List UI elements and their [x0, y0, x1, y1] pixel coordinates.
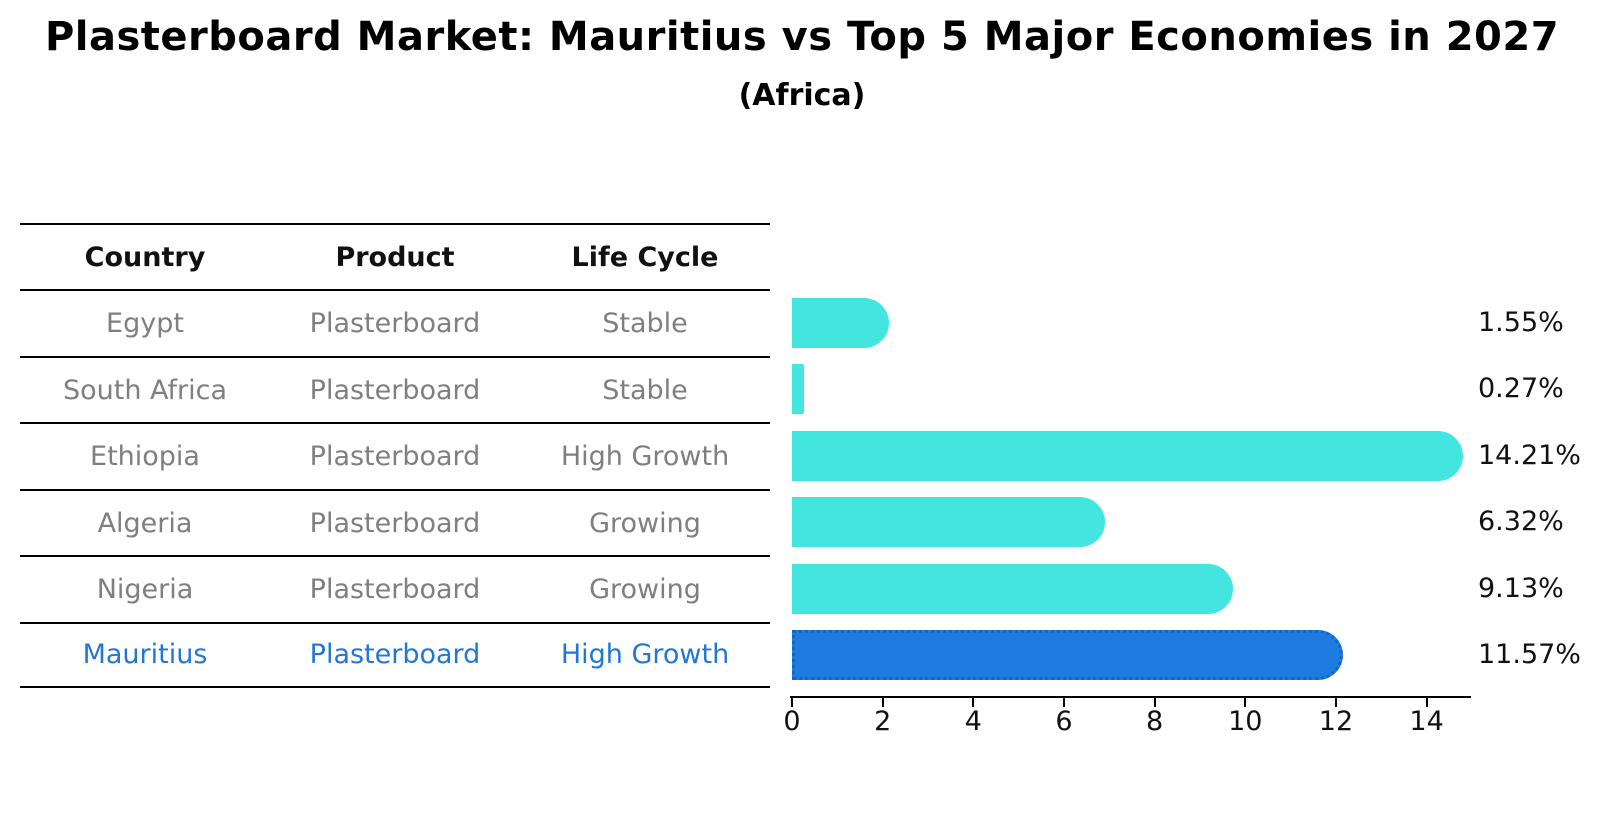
bar-value-label: 11.57%	[1478, 638, 1581, 670]
x-axis-tick-label: 2	[874, 706, 892, 737]
bar-value-label: 6.32%	[1478, 506, 1564, 538]
cell-product: Plasterboard	[309, 507, 481, 539]
country-table: Country Product Life Cycle Egypt Plasterb…	[20, 223, 770, 689]
table-row: Nigeria Plasterboard Growing	[20, 555, 770, 621]
table-row: Egypt Plasterboard Stable	[20, 289, 770, 355]
cell-product: Plasterboard	[309, 441, 481, 473]
x-axis-tick	[1425, 698, 1428, 707]
bar-value-label: 9.13%	[1478, 572, 1564, 604]
x-axis-tick	[972, 698, 975, 707]
bar-south-africa	[792, 364, 805, 415]
x-axis-tick-label: 0	[783, 706, 801, 737]
cell-country: Algeria	[97, 507, 193, 539]
column-header-life-cycle: Life Cycle	[571, 241, 719, 273]
cell-product: Plasterboard	[309, 573, 481, 605]
cell-life-cycle: High Growth	[560, 639, 730, 671]
bar-egypt	[792, 297, 890, 348]
x-axis-tick-label: 8	[1146, 706, 1164, 737]
cell-life-cycle: Stable	[602, 308, 688, 340]
chart-subtitle: (Africa)	[738, 78, 866, 113]
bar-algeria	[792, 497, 1106, 548]
x-axis-tick	[1334, 698, 1337, 707]
bar-mauritius	[792, 629, 1344, 680]
column-header-country: Country	[84, 241, 206, 273]
x-axis-line	[790, 696, 1471, 698]
cell-life-cycle: High Growth	[560, 441, 730, 473]
x-axis-tick	[1244, 698, 1247, 707]
column-header-product: Product	[335, 241, 455, 273]
cell-product: Plasterboard	[309, 308, 481, 340]
cell-country: Mauritius	[82, 639, 208, 671]
cell-life-cycle: Stable	[602, 374, 688, 406]
x-axis-tick-label: 10	[1228, 706, 1263, 737]
bar-value-label: 0.27%	[1478, 373, 1564, 405]
table-row: Algeria Plasterboard Growing	[20, 488, 770, 555]
cell-country: Nigeria	[96, 573, 194, 605]
cell-country: South Africa	[62, 374, 228, 406]
x-axis-tick	[1062, 698, 1065, 707]
cell-life-cycle: Growing	[589, 573, 701, 605]
chart-title: Plasterboard Market: Mauritius vs Top 5 …	[44, 14, 1560, 60]
bar-value-label: 1.55%	[1478, 306, 1564, 338]
table-row: South Africa Plasterboard Stable	[20, 355, 770, 422]
bar-value-label: 14.21%	[1478, 439, 1581, 471]
table-header-row: Country Product Life Cycle	[20, 223, 770, 289]
table-row: Mauritius Plasterboard High Growth	[20, 621, 770, 689]
cell-country: Ethiopia	[90, 441, 200, 473]
cell-country: Egypt	[106, 308, 184, 340]
table-row: Ethiopia Plasterboard High Growth	[20, 422, 770, 488]
cell-life-cycle: Growing	[589, 507, 701, 539]
bar-nigeria	[792, 563, 1233, 614]
x-axis-tick	[791, 698, 793, 707]
x-axis-tick	[881, 698, 884, 707]
x-axis-tick-label: 12	[1318, 706, 1354, 737]
x-axis-tick-label: 4	[964, 706, 982, 737]
bar-ethiopia	[792, 430, 1464, 481]
x-axis-tick	[1153, 698, 1156, 707]
cell-product: Plasterboard	[309, 639, 481, 671]
x-axis-tick-label: 14	[1409, 706, 1444, 737]
cell-product: Plasterboard	[309, 374, 481, 406]
x-axis-tick-label: 6	[1055, 706, 1073, 737]
